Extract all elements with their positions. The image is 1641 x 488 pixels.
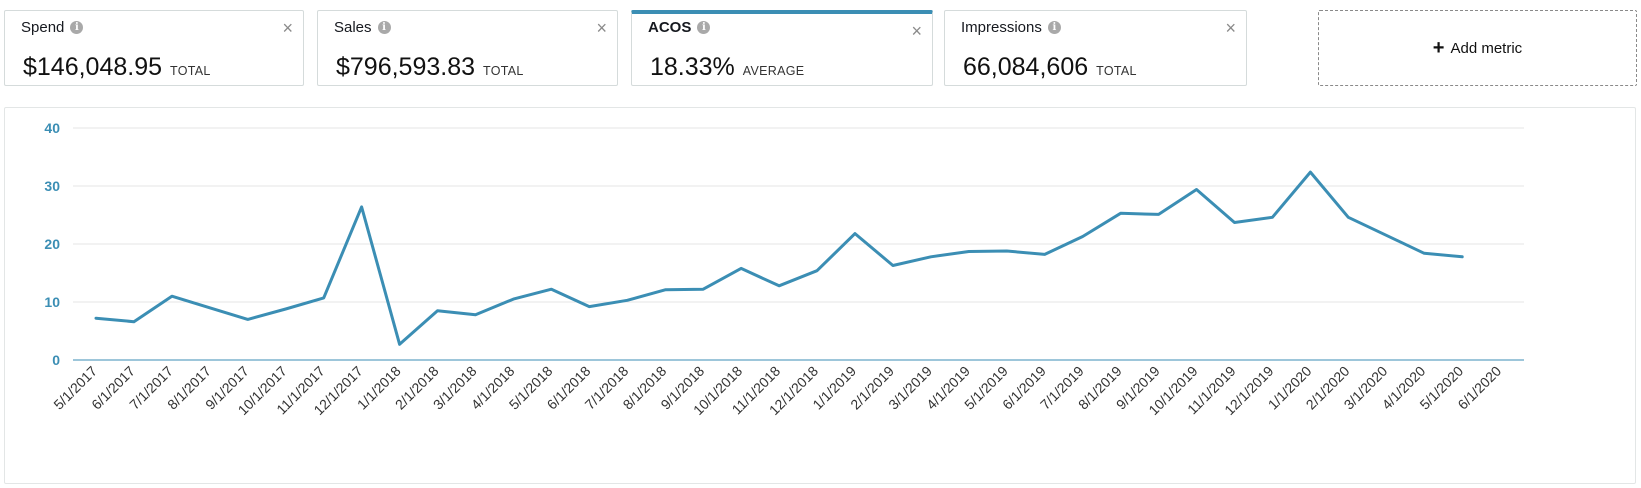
metric-label-text: Sales (334, 19, 372, 36)
data-point (1194, 186, 1200, 192)
data-point (890, 262, 896, 268)
metric-value-unit: TOTAL (483, 64, 524, 78)
data-point (93, 315, 99, 321)
data-point (1080, 233, 1086, 239)
data-point (1004, 248, 1010, 254)
data-point (814, 268, 820, 274)
data-point (359, 204, 365, 210)
data-point (700, 286, 706, 292)
data-point (435, 308, 441, 314)
y-tick-label: 30 (44, 178, 60, 194)
metric-value-unit: TOTAL (1096, 64, 1137, 78)
y-tick-label: 0 (52, 352, 60, 368)
metric-value-number: 18.33% (650, 53, 735, 81)
metric-label-text: Spend (21, 19, 65, 36)
data-point (1231, 220, 1237, 226)
metric-label: Sales i (334, 19, 391, 36)
data-point (321, 295, 327, 301)
y-tick-label: 20 (44, 236, 60, 252)
plus-icon: + (1432, 37, 1445, 59)
data-point (1269, 214, 1275, 220)
chart-panel (4, 107, 1636, 484)
metric-card-acos[interactable]: ACOS i × 18.33% AVERAGE (631, 10, 933, 86)
data-point (207, 305, 213, 311)
data-point (245, 316, 251, 322)
metric-card-impressions[interactable]: Impressions i × 66,084,606 TOTAL (944, 10, 1247, 86)
metric-card-spend[interactable]: Spend i × $146,048.95 TOTAL (4, 10, 304, 86)
info-icon[interactable]: i (377, 21, 391, 34)
data-point (662, 287, 668, 293)
data-point (169, 293, 175, 299)
add-metric-button[interactable]: + Add metric (1318, 10, 1637, 86)
metric-label: Impressions i (961, 19, 1061, 36)
add-metric-label: Add metric (1450, 39, 1523, 57)
data-point (472, 312, 478, 318)
data-point (966, 249, 972, 255)
info-icon[interactable]: i (70, 21, 84, 34)
data-point (510, 296, 516, 302)
metric-value: $146,048.95 TOTAL (23, 53, 211, 82)
metric-value-number: 66,084,606 (963, 53, 1089, 81)
metric-label: ACOS i (648, 19, 711, 36)
data-point (1307, 169, 1313, 175)
close-icon[interactable]: × (1225, 18, 1236, 38)
info-icon[interactable]: i (697, 21, 711, 34)
data-point (586, 304, 592, 310)
metric-value-unit: TOTAL (170, 64, 211, 78)
data-point (1156, 211, 1162, 217)
data-point (1421, 250, 1427, 256)
data-point (776, 283, 782, 289)
metric-value: $796,593.83 TOTAL (336, 53, 524, 82)
data-point (1383, 232, 1389, 238)
data-point (624, 297, 630, 303)
data-point (1042, 251, 1048, 257)
data-point (397, 341, 403, 347)
close-icon[interactable]: × (911, 21, 922, 41)
data-point (283, 306, 289, 312)
data-point (548, 286, 554, 292)
close-icon[interactable]: × (282, 18, 293, 38)
info-icon[interactable]: i (1047, 21, 1061, 34)
y-tick-label: 10 (44, 294, 60, 310)
data-point (738, 265, 744, 271)
metric-value: 66,084,606 TOTAL (963, 53, 1137, 82)
data-point (1459, 254, 1465, 260)
metric-value-unit: AVERAGE (742, 64, 805, 78)
acos-series-line (94, 170, 1464, 346)
metric-value: 18.33% AVERAGE (650, 53, 804, 82)
metric-label: Spend i (21, 19, 84, 36)
y-tick-label: 40 (44, 120, 60, 136)
metric-card-sales[interactable]: Sales i × $796,593.83 TOTAL (317, 10, 618, 86)
data-point (1118, 210, 1124, 216)
data-point (1345, 214, 1351, 220)
metric-value-number: $796,593.83 (336, 53, 476, 81)
metric-value-number: $146,048.95 (23, 53, 163, 81)
data-point (928, 254, 934, 260)
data-point (131, 319, 137, 325)
data-point (852, 231, 858, 237)
close-icon[interactable]: × (596, 18, 607, 38)
metric-label-text: Impressions (961, 19, 1042, 36)
metric-label-text: ACOS (648, 19, 692, 36)
